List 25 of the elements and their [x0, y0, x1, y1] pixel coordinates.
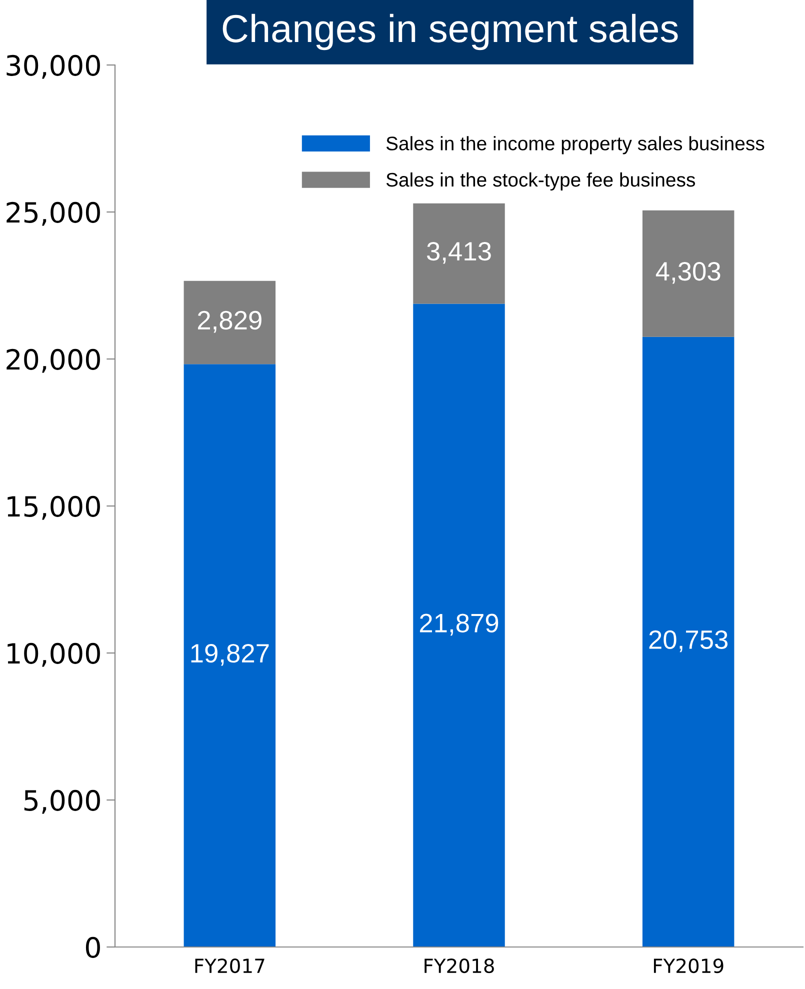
y-tick-label: 0: [86, 936, 100, 958]
bar: [184, 280, 276, 364]
legend-label: Sales in the income property sales business: [386, 136, 764, 154]
y-tick-label: 25,000: [6, 202, 100, 226]
bar: [413, 304, 505, 947]
text: 20,753: [649, 630, 728, 652]
x-tick-label: FY2017: [195, 958, 264, 974]
y-tick-label: 10,000: [8, 642, 100, 667]
y-tick-label: 5,000: [24, 790, 100, 814]
bar: [184, 364, 276, 947]
chart-title: Changes in segment sales: [222, 14, 678, 50]
y-tick-label: 20,000: [6, 348, 100, 373]
x-tick-label: FY2019: [654, 958, 724, 974]
y-tick-label: 30,000: [6, 54, 100, 79]
text: 21,879: [420, 614, 498, 636]
text: 19,827: [191, 644, 269, 666]
text: 2,829: [198, 310, 262, 333]
text: 4,303: [656, 262, 720, 284]
bar: [642, 336, 734, 947]
bar: [642, 210, 734, 337]
text: 3,413: [426, 242, 491, 264]
x-tick-label: FY2018: [424, 958, 494, 974]
legend-label: Sales in the stock-type fee business: [386, 172, 696, 191]
bar: [413, 203, 505, 304]
y-tick-label: 15,000: [8, 496, 100, 520]
